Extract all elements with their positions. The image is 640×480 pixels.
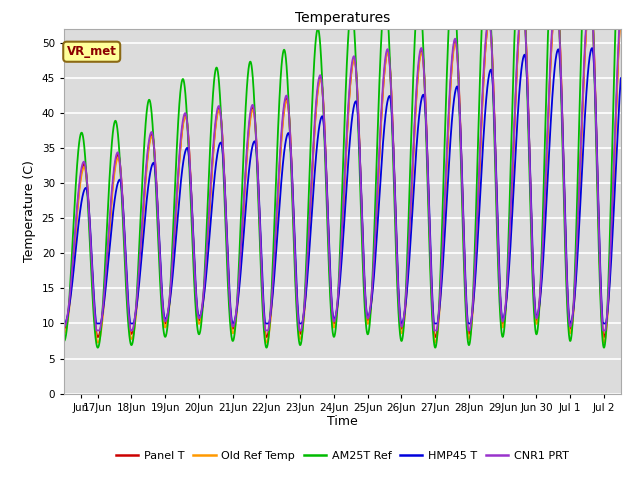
Title: Temperatures: Temperatures: [295, 11, 390, 25]
Legend: Panel T, Old Ref Temp, AM25T Ref, HMP45 T, CNR1 PRT: Panel T, Old Ref Temp, AM25T Ref, HMP45 …: [112, 446, 573, 466]
Y-axis label: Temperature (C): Temperature (C): [23, 160, 36, 262]
X-axis label: Time: Time: [327, 415, 358, 429]
Text: VR_met: VR_met: [67, 45, 116, 58]
